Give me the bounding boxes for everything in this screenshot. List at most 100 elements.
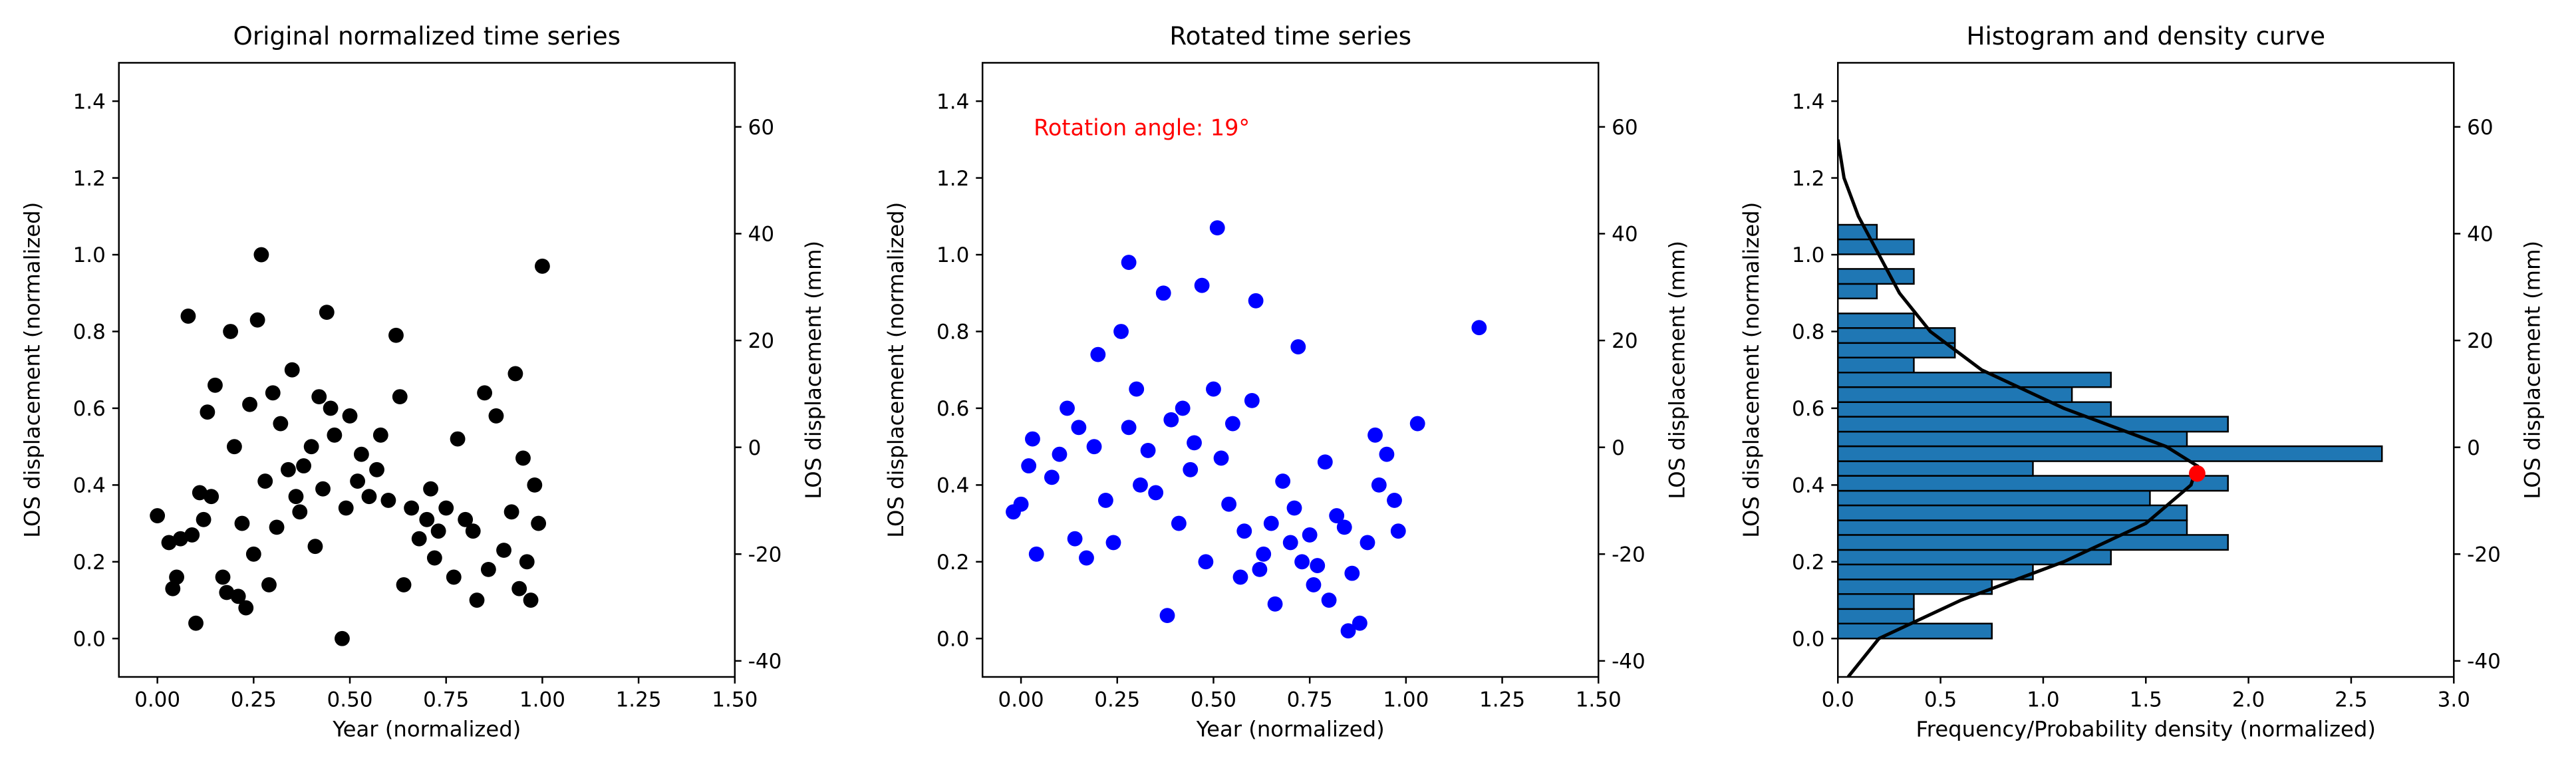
point [323, 400, 339, 416]
y-tick-label: 0.0 [936, 627, 969, 651]
point [1263, 515, 1279, 531]
point [480, 561, 496, 577]
y-tick-label: 0.2 [1792, 551, 1824, 575]
x-tick-label: 1.25 [616, 688, 662, 712]
point [284, 362, 300, 378]
x-tick-label: 0.00 [134, 688, 180, 712]
point [245, 546, 261, 562]
point [249, 312, 265, 328]
point [1044, 469, 1060, 485]
point [335, 630, 350, 646]
point [238, 600, 254, 616]
point [223, 324, 239, 339]
point [353, 446, 369, 462]
point [150, 508, 166, 523]
bar [1836, 534, 2229, 551]
point [446, 569, 462, 585]
y2-tick-label: -20 [2467, 543, 2501, 567]
point [230, 588, 246, 604]
point [1352, 615, 1367, 631]
x-axis-label: Year (normalized) [1196, 716, 1385, 741]
y-tick-label: 0.8 [1792, 321, 1824, 344]
bar [1836, 563, 2034, 581]
point [388, 327, 404, 343]
point [1140, 443, 1156, 458]
point [234, 515, 250, 531]
y-tick-label: 1.4 [1792, 90, 1824, 114]
point [503, 504, 519, 520]
point [515, 450, 531, 466]
point [1248, 293, 1264, 309]
y2-tick-label: 40 [748, 223, 774, 247]
subplot: 0.0 0.5 1.0 1.5 2.0 2.5 3.0 0.0 0.2 0.4 0.6 0.8 1.0 1… [1739, 21, 2545, 741]
point [1294, 554, 1310, 570]
point [372, 427, 388, 443]
point [1236, 523, 1252, 539]
point [1367, 427, 1383, 443]
point [477, 385, 493, 401]
bar [1836, 475, 2229, 492]
subplot: 0.00 0.25 0.50 0.75 1.00 1.25 1.500.00.20.40.6… [20, 21, 826, 741]
point [280, 461, 296, 477]
bar [1836, 504, 2188, 521]
point [342, 408, 358, 424]
y-tick-label: 0.8 [73, 321, 106, 344]
x-tick-label: 0.25 [231, 688, 277, 712]
y2-tick-label: -20 [748, 543, 782, 567]
y-axis-label: LOS displacement (normalized) [1739, 202, 1764, 538]
y2-tick-label: 40 [1612, 223, 1638, 247]
point [1306, 577, 1322, 592]
y-tick-label: 0.4 [1792, 474, 1824, 498]
y-tick-label: 0.4 [73, 474, 106, 498]
point [1079, 550, 1094, 566]
bar [1836, 445, 2383, 462]
y-tick-label: 1.4 [936, 90, 969, 114]
x-tick-label: 1.50 [1576, 688, 1622, 712]
y2-tick-label: 0 [748, 436, 762, 460]
y2-tick-label: 60 [748, 116, 774, 140]
axes-frame [118, 62, 736, 678]
point [1021, 458, 1037, 473]
point [269, 519, 285, 535]
point [369, 461, 384, 477]
bar [1836, 356, 1915, 374]
point [523, 592, 539, 608]
y-axis-label: LOS displacement (normalized) [20, 202, 45, 538]
point [253, 247, 269, 263]
point [1090, 346, 1106, 362]
point [180, 308, 196, 324]
point [319, 305, 335, 321]
point [1183, 461, 1199, 477]
point [1194, 277, 1210, 293]
point [430, 523, 446, 539]
y-tick-label: 0.2 [936, 551, 969, 575]
point [1390, 523, 1406, 539]
x-tick-label: 1.50 [712, 688, 758, 712]
point [1252, 561, 1268, 577]
point [1198, 554, 1214, 570]
y2-tick-label: 0 [1612, 436, 1625, 460]
bar [1836, 579, 1993, 595]
point [1113, 324, 1129, 339]
point [226, 439, 242, 455]
point [1052, 446, 1068, 462]
point [315, 481, 331, 497]
x-tick-label: 0.25 [1094, 688, 1140, 712]
point [438, 500, 454, 516]
bar [1836, 416, 2229, 433]
point [350, 473, 366, 489]
x-tick-label: 1.0 [2027, 688, 2059, 712]
x-axis-label: Frequency/Probability density (normalize… [1916, 716, 2376, 741]
point [531, 515, 547, 531]
point [296, 458, 311, 473]
point [1387, 493, 1402, 508]
point [1321, 592, 1337, 608]
point [242, 396, 257, 412]
subplot: Rotation angle: 19°0.00 0.25 0.50 0.75 1.00 1… [883, 21, 1689, 741]
point [1290, 339, 1306, 354]
point [458, 511, 474, 527]
point [261, 577, 277, 592]
y-tick-label: 0.0 [1792, 627, 1824, 651]
point [200, 404, 215, 420]
